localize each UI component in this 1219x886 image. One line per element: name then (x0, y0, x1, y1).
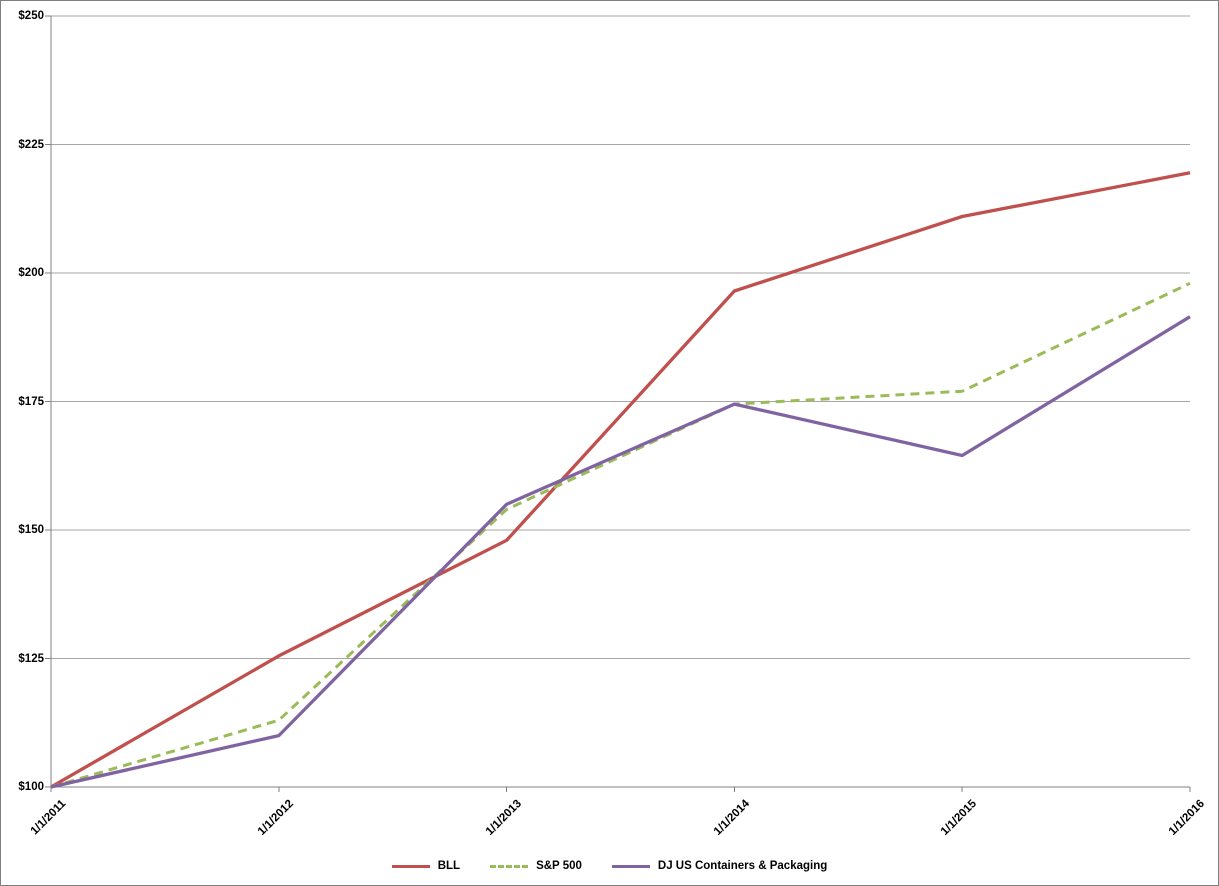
legend-line-sample-dj-us-containers-packaging (611, 864, 650, 868)
y-tick-label: $225 (18, 138, 44, 151)
legend-label: DJ US Containers & Packaging (657, 860, 828, 872)
legend-item-dj-us-containers-packaging: DJ US Containers & Packaging (611, 860, 828, 872)
y-tick-label: $200 (18, 267, 44, 279)
series-line-dj-us-containers-packaging (50, 315, 1191, 789)
legend-line-sample-bll (391, 864, 430, 868)
legend-item-bll: BLL (391, 860, 461, 872)
chart-legend: BLL S&P 500 DJ US Containers & Packaging (1, 856, 1218, 876)
y-tick-label: $125 (18, 652, 44, 665)
y-tick-label: $150 (18, 524, 44, 536)
y-tick-label: $100 (18, 781, 44, 793)
legend-item-s-p-500: S&P 500 (490, 860, 582, 872)
legend-label: S&P 500 (536, 860, 582, 872)
series-line-bll (50, 171, 1191, 789)
legend-label: BLL (437, 860, 461, 872)
legend-line-sample-s-p-500 (490, 864, 529, 868)
series-line-s-p-500 (50, 281, 1191, 789)
y-tick-label: $175 (18, 395, 44, 408)
y-tick-label: $250 (18, 10, 44, 22)
